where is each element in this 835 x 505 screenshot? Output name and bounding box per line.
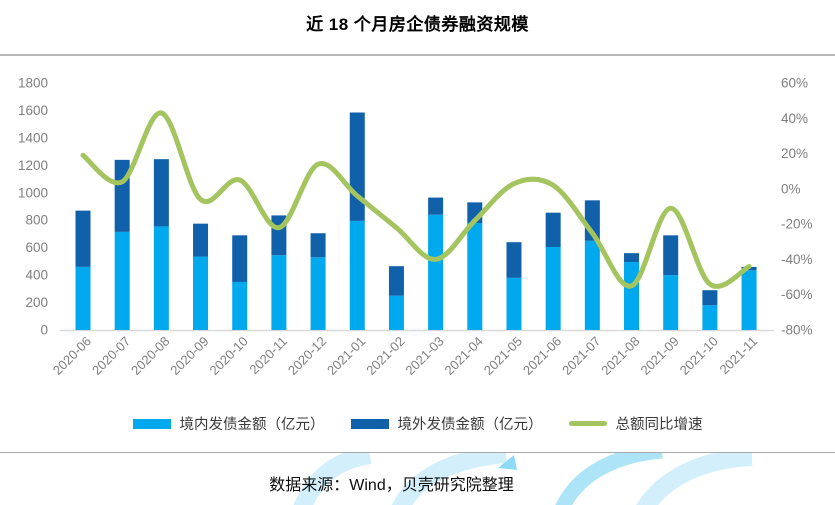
y-left-tick-label: 1600 xyxy=(18,103,48,118)
bar-2020-08-domestic xyxy=(153,226,169,330)
chart-title: 近 18 个月房企债券融资规模 xyxy=(306,15,529,34)
y-left-tick-label: 1800 xyxy=(18,76,48,91)
y-right-tick-label: -20% xyxy=(781,217,813,232)
x-tick-label: 2021-06 xyxy=(520,334,564,378)
y-right-tick-label: 60% xyxy=(781,76,808,91)
y-left-tick-label: 600 xyxy=(25,240,48,255)
x-tick-label: 2021-01 xyxy=(324,334,368,378)
bar-2021-08-overseas xyxy=(624,253,640,263)
bar-2021-03-domestic xyxy=(428,214,444,330)
legend-item-domestic: 境内发债金额（亿元） xyxy=(132,413,325,434)
data-source-note: 数据来源：Wind，贝壳研究院整理 xyxy=(269,477,514,494)
x-tick-label: 2020-12 xyxy=(285,334,329,378)
y-right-tick-label: 0% xyxy=(781,181,801,196)
growth-line-swatch-icon xyxy=(568,421,607,426)
x-tick-label: 2021-08 xyxy=(598,334,642,378)
y-left-tick-label: 1000 xyxy=(18,185,48,200)
bar-2021-02-domestic xyxy=(388,295,404,330)
bar-2021-11-domestic xyxy=(741,270,757,330)
y-right-tick-label: 20% xyxy=(781,146,808,161)
growth-line xyxy=(80,110,752,289)
bar-2020-08-overseas xyxy=(153,159,169,227)
bar-2020-07-domestic xyxy=(114,231,130,330)
y-right-tick-label: -80% xyxy=(781,323,813,338)
bar-2020-10-domestic xyxy=(232,281,248,330)
bar-2021-01-overseas xyxy=(349,112,365,221)
x-tick-label: 2021-02 xyxy=(363,334,407,378)
bar-2020-07-overseas xyxy=(114,159,130,232)
x-tick-label: 2021-03 xyxy=(402,334,446,378)
bar-2021-05-overseas xyxy=(506,242,522,278)
x-tick-label: 2021-09 xyxy=(637,334,681,378)
bar-2021-09-overseas xyxy=(663,235,679,276)
top-divider xyxy=(0,54,835,56)
bar-2020-10-overseas xyxy=(232,235,248,282)
x-tick-label: 2021-11 xyxy=(717,334,761,378)
y-left-tick-label: 0 xyxy=(40,323,48,338)
x-tick-label: 2021-10 xyxy=(677,334,721,378)
bar-2020-11-domestic xyxy=(271,255,287,330)
bar-2020-12-overseas xyxy=(310,233,326,258)
bar-2021-04-domestic xyxy=(467,222,483,330)
bar-2020-09-domestic xyxy=(193,256,209,330)
x-tick-label: 2020-06 xyxy=(50,334,94,378)
y-right-tick-label: -40% xyxy=(781,252,813,267)
bar-2021-06-domestic xyxy=(545,246,561,330)
x-tick-label: 2020-09 xyxy=(167,334,211,378)
bar-2020-09-overseas xyxy=(193,223,209,257)
bar-2021-02-overseas xyxy=(388,266,404,296)
overseas-bar-swatch-icon xyxy=(350,418,389,429)
x-tick-label: 2020-08 xyxy=(128,334,172,378)
domestic-bar-swatch-icon xyxy=(132,418,171,429)
bar-2020-06-domestic xyxy=(75,266,91,330)
bar-2021-10-overseas xyxy=(702,290,718,306)
legend-item-overseas: 境外发债金额（亿元） xyxy=(350,413,543,434)
beike-logo-watermark-icon xyxy=(293,453,753,505)
y-left-tick-label: 1200 xyxy=(18,158,48,173)
y-right-tick-label: 40% xyxy=(781,111,808,126)
bar-2020-06-overseas xyxy=(75,210,91,267)
bar-2020-12-domestic xyxy=(310,257,326,330)
bar-2021-08-domestic xyxy=(624,262,640,330)
bottom-divider xyxy=(0,452,835,453)
bar-2021-07-domestic xyxy=(584,240,600,330)
x-tick-label: 2020-11 xyxy=(246,334,290,378)
x-tick-label: 2020-10 xyxy=(206,334,250,378)
y-left-tick-label: 1400 xyxy=(18,130,48,145)
x-tick-label: 2021-04 xyxy=(442,334,486,378)
bar-2021-06-overseas xyxy=(545,212,561,247)
y-left-tick-label: 200 xyxy=(25,295,48,310)
bar-2021-10-domestic xyxy=(702,305,718,330)
bar-2021-03-overseas xyxy=(428,197,444,215)
y-left-tick-label: 800 xyxy=(25,213,48,228)
legend-label-overseas: 境外发债金额（亿元） xyxy=(397,417,543,433)
y-right-tick-label: -60% xyxy=(781,287,813,302)
y-left-tick-label: 400 xyxy=(25,268,48,283)
legend-item-growth: 总额同比增速 xyxy=(568,413,703,434)
x-tick-label: 2020-07 xyxy=(89,334,133,378)
x-tick-label: 2021-07 xyxy=(559,334,603,378)
x-tick-label: 2021-05 xyxy=(481,334,525,378)
bar-2021-05-domestic xyxy=(506,277,522,330)
legend-label-domestic: 境内发债金额（亿元） xyxy=(179,417,325,433)
bar-2021-01-domestic xyxy=(349,220,365,330)
chart-legend: 境内发债金额（亿元） 境外发债金额（亿元） 总额同比增速 xyxy=(0,413,835,434)
bar-2021-09-domestic xyxy=(663,275,679,330)
legend-label-growth: 总额同比增速 xyxy=(615,417,703,433)
